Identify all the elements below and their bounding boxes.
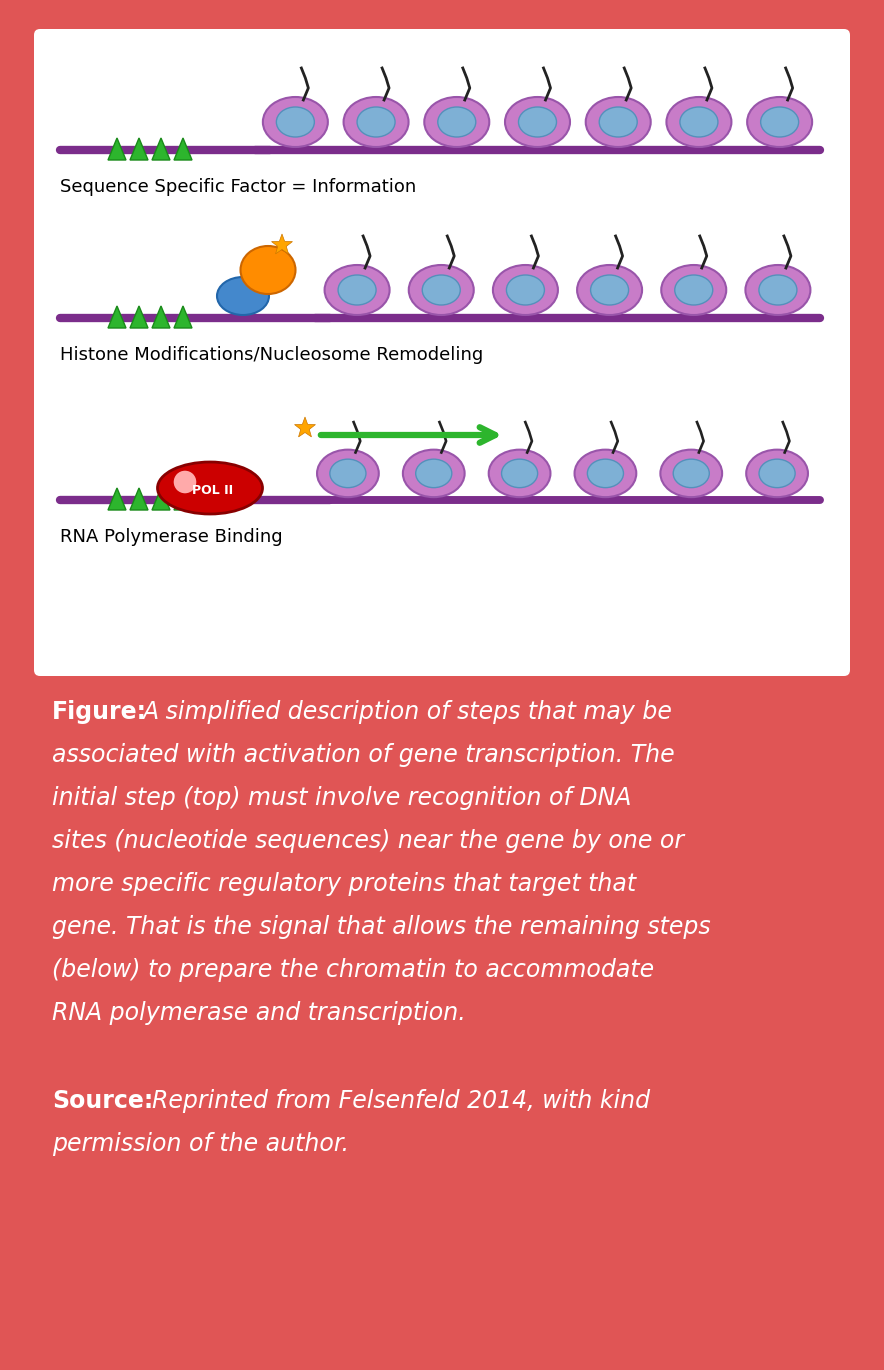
Ellipse shape: [519, 107, 557, 137]
Polygon shape: [152, 306, 170, 327]
Text: associated with activation of gene transcription. The: associated with activation of gene trans…: [52, 743, 674, 767]
Ellipse shape: [661, 264, 727, 315]
Ellipse shape: [438, 107, 476, 137]
Ellipse shape: [173, 470, 197, 495]
Ellipse shape: [317, 449, 378, 497]
Text: sites (nucleotide sequences) near the gene by one or: sites (nucleotide sequences) near the ge…: [52, 829, 684, 854]
Ellipse shape: [344, 97, 408, 147]
Text: Source:: Source:: [52, 1089, 153, 1112]
Ellipse shape: [591, 275, 629, 306]
Text: more specific regulatory proteins that target that: more specific regulatory proteins that t…: [52, 871, 636, 896]
Ellipse shape: [277, 107, 315, 137]
Text: Histone Modifications/Nucleosome Remodeling: Histone Modifications/Nucleosome Remodel…: [60, 347, 484, 364]
FancyBboxPatch shape: [34, 29, 850, 675]
Ellipse shape: [745, 264, 811, 315]
Text: RNA polymerase and transcription.: RNA polymerase and transcription.: [52, 1001, 466, 1025]
Ellipse shape: [667, 97, 731, 147]
Ellipse shape: [408, 264, 474, 315]
Ellipse shape: [157, 462, 263, 514]
Text: RNA Polymerase Binding: RNA Polymerase Binding: [60, 527, 283, 547]
Text: POL II: POL II: [193, 484, 233, 496]
Ellipse shape: [507, 275, 545, 306]
Polygon shape: [130, 306, 148, 327]
Polygon shape: [108, 306, 126, 327]
Ellipse shape: [759, 275, 796, 306]
Ellipse shape: [747, 97, 812, 147]
Polygon shape: [174, 306, 192, 327]
Ellipse shape: [587, 459, 623, 488]
Text: permission of the author.: permission of the author.: [52, 1132, 349, 1156]
Ellipse shape: [403, 449, 465, 497]
Text: gene. That is the signal that allows the remaining steps: gene. That is the signal that allows the…: [52, 915, 711, 938]
Ellipse shape: [674, 275, 713, 306]
Polygon shape: [152, 488, 170, 510]
Ellipse shape: [599, 107, 637, 137]
Ellipse shape: [324, 264, 390, 315]
Ellipse shape: [586, 97, 651, 147]
Text: Figure:: Figure:: [52, 700, 147, 723]
Ellipse shape: [424, 97, 489, 147]
Text: (below) to prepare the chromatin to accommodate: (below) to prepare the chromatin to acco…: [52, 958, 654, 982]
Polygon shape: [174, 138, 192, 160]
Ellipse shape: [493, 264, 558, 315]
Ellipse shape: [263, 97, 328, 147]
Ellipse shape: [505, 97, 570, 147]
Ellipse shape: [577, 264, 642, 315]
Polygon shape: [294, 416, 316, 437]
Ellipse shape: [660, 449, 722, 497]
Ellipse shape: [674, 459, 709, 488]
Ellipse shape: [415, 459, 452, 488]
Ellipse shape: [680, 107, 718, 137]
Text: Reprinted from Felsenfeld 2014, with kind: Reprinted from Felsenfeld 2014, with kin…: [152, 1089, 650, 1112]
Text: initial step (top) must involve recognition of DNA: initial step (top) must involve recognit…: [52, 786, 631, 810]
Text: Sequence Specific Factor = Information: Sequence Specific Factor = Information: [60, 178, 416, 196]
Ellipse shape: [330, 459, 366, 488]
Ellipse shape: [423, 275, 461, 306]
Ellipse shape: [489, 449, 551, 497]
Ellipse shape: [501, 459, 537, 488]
Polygon shape: [271, 234, 293, 253]
Polygon shape: [108, 488, 126, 510]
Ellipse shape: [357, 107, 395, 137]
Ellipse shape: [575, 449, 636, 497]
Ellipse shape: [760, 107, 798, 137]
Polygon shape: [130, 488, 148, 510]
Polygon shape: [130, 138, 148, 160]
Polygon shape: [108, 138, 126, 160]
Ellipse shape: [217, 277, 269, 315]
Text: A simplified description of steps that may be: A simplified description of steps that m…: [142, 700, 672, 723]
Ellipse shape: [338, 275, 376, 306]
Polygon shape: [174, 488, 192, 510]
Ellipse shape: [759, 459, 795, 488]
Ellipse shape: [746, 449, 808, 497]
Polygon shape: [152, 138, 170, 160]
Ellipse shape: [240, 247, 295, 295]
